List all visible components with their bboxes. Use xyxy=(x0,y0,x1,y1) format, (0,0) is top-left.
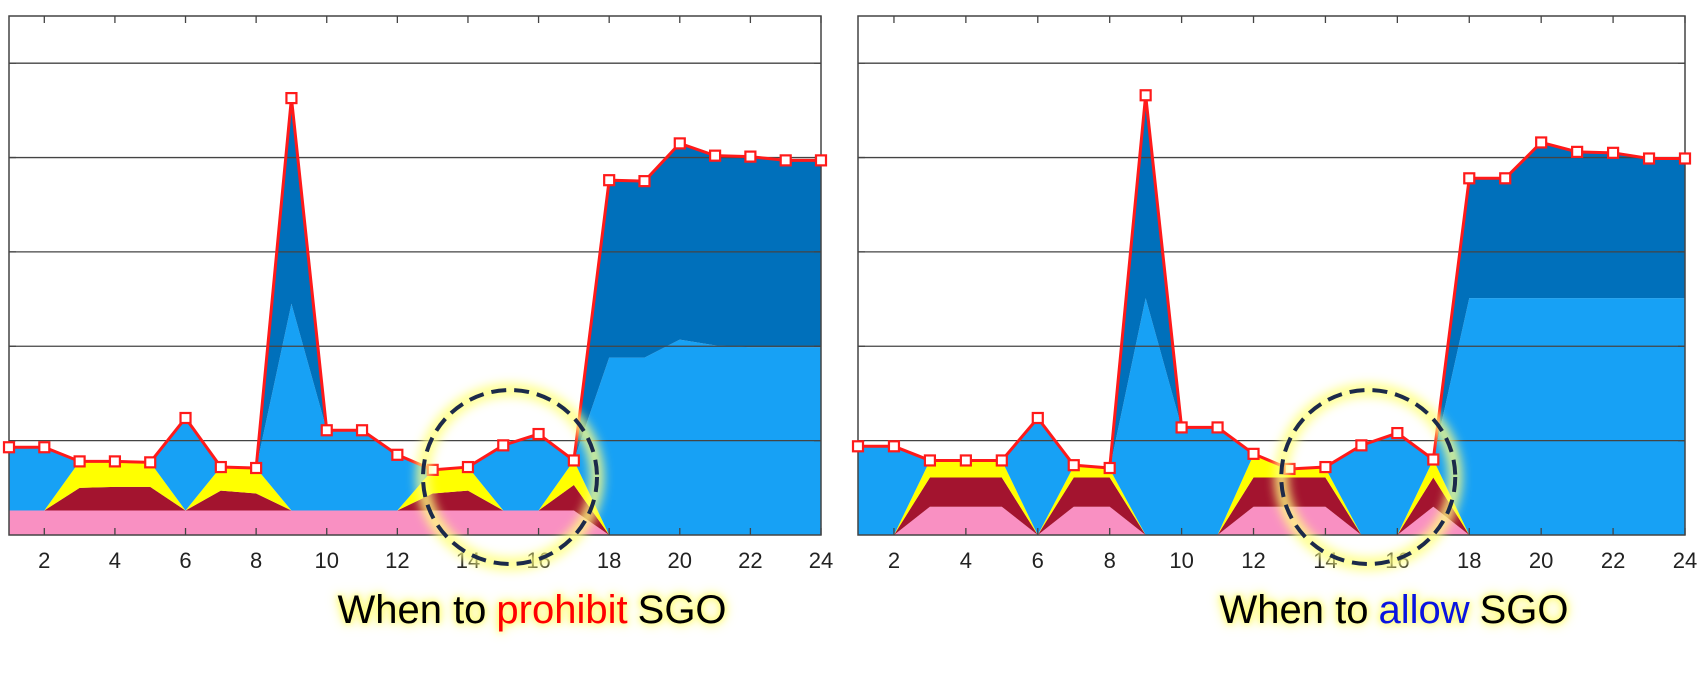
line-marker xyxy=(1175,421,1188,434)
line-marker xyxy=(1606,146,1620,159)
line-marker xyxy=(1678,152,1692,165)
line-marker xyxy=(1247,447,1260,460)
line-marker xyxy=(355,424,369,437)
line-marker xyxy=(73,455,86,468)
area xyxy=(9,484,821,535)
x-tick-label: 24 xyxy=(1673,548,1697,573)
line-marker xyxy=(638,175,651,188)
line-marker xyxy=(285,91,298,105)
line-marker xyxy=(567,454,580,467)
line-marker xyxy=(108,455,122,468)
caption: When to prohibit SGO xyxy=(337,588,726,633)
line-marker xyxy=(1355,439,1368,452)
line-marker xyxy=(1642,152,1656,165)
x-tick-label: 8 xyxy=(250,548,262,573)
area xyxy=(9,98,821,470)
line-marker xyxy=(1139,89,1152,102)
x-tick-label: 22 xyxy=(1601,548,1625,573)
plot-frame xyxy=(857,15,1686,536)
caption-prefix: When to xyxy=(337,588,487,632)
x-tick-label: 4 xyxy=(960,548,972,573)
line-marker xyxy=(320,424,333,437)
x-tick-label: 18 xyxy=(1457,548,1481,573)
area xyxy=(858,454,1685,535)
line-marker xyxy=(2,441,16,454)
x-tick-label: 6 xyxy=(1032,548,1044,573)
line-marker xyxy=(814,154,828,167)
line-marker xyxy=(1067,459,1080,472)
line-marker xyxy=(923,454,937,467)
x-tick-label: 10 xyxy=(1169,548,1193,573)
caption-suffix: SGO xyxy=(637,588,727,632)
line-marker xyxy=(708,149,722,162)
line-marker xyxy=(1499,172,1512,185)
chart: 2 4 6 8 10 12 14 16 18 20 22 24 xyxy=(851,15,1697,573)
line-marker xyxy=(144,456,157,469)
caption-keyword: allow xyxy=(1378,588,1470,632)
caption-keyword: prohibit xyxy=(496,588,628,632)
x-tick-label: 24 xyxy=(809,548,833,573)
line-marker xyxy=(1103,461,1116,475)
highlight-circle xyxy=(421,388,600,566)
area xyxy=(9,510,821,535)
line-marker xyxy=(497,439,510,452)
line-marker xyxy=(250,461,263,475)
chart: 2 4 6 8 10 12 14 16 18 20 22 24 xyxy=(2,15,833,573)
line-marker xyxy=(959,454,972,467)
x-tick-label: 20 xyxy=(668,548,692,573)
line-marker xyxy=(744,150,757,163)
line-marker xyxy=(179,411,192,425)
plot-frame xyxy=(8,15,822,536)
x-tick-label: 6 xyxy=(179,548,191,573)
line-marker xyxy=(214,460,227,474)
x-tick-label: 10 xyxy=(314,548,338,573)
caption: When to allow SGO xyxy=(1219,588,1568,633)
highlight-circle xyxy=(1279,388,1458,566)
line-marker xyxy=(391,448,404,461)
line-marker xyxy=(461,460,475,474)
area xyxy=(9,303,821,535)
line-marker xyxy=(779,154,792,167)
x-tick-label: 2 xyxy=(888,548,900,573)
line-marker xyxy=(851,440,865,453)
x-tick-label: 4 xyxy=(109,548,121,573)
line-marker xyxy=(1211,421,1224,434)
line-marker xyxy=(1571,145,1584,158)
caption-suffix: SGO xyxy=(1479,588,1569,632)
line-marker xyxy=(887,440,901,453)
x-tick-label: 12 xyxy=(385,548,409,573)
line-marker xyxy=(673,137,686,150)
area xyxy=(9,460,821,535)
x-tick-label: 12 xyxy=(1241,548,1265,573)
line-marker xyxy=(1463,172,1476,185)
line-marker xyxy=(1535,136,1548,149)
area xyxy=(858,477,1685,535)
line-marker xyxy=(1319,460,1332,474)
line-marker xyxy=(603,174,616,187)
x-tick-label: 22 xyxy=(738,548,762,573)
line-marker xyxy=(995,454,1008,467)
x-tick-label: 8 xyxy=(1104,548,1116,573)
x-tick-label: 18 xyxy=(597,548,621,573)
caption-prefix: When to xyxy=(1219,588,1369,632)
line-marker xyxy=(1391,426,1404,440)
area xyxy=(858,298,1685,535)
x-tick-label: 2 xyxy=(38,548,50,573)
line-marker xyxy=(1031,411,1044,425)
line-marker xyxy=(1427,453,1440,466)
line-marker xyxy=(38,441,51,454)
line-marker xyxy=(532,427,545,441)
area xyxy=(858,95,1685,470)
x-tick-label: 20 xyxy=(1529,548,1553,573)
